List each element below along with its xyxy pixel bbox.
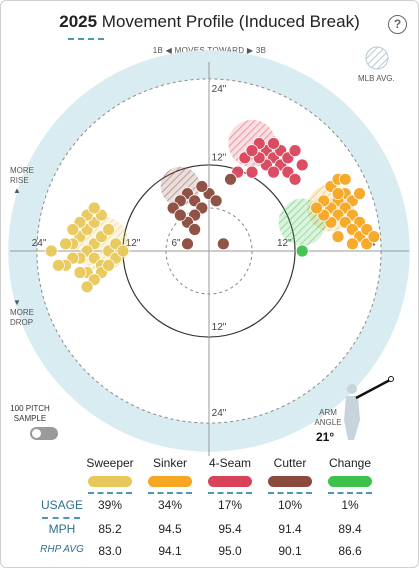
sample-label: 100 PITCH SAMPLE xyxy=(10,404,50,423)
pill-change xyxy=(328,476,372,487)
help-icon[interactable]: ? xyxy=(388,15,407,34)
tick-x-left-6: 6" xyxy=(171,238,181,249)
usage-sweeper: 39% xyxy=(97,498,123,512)
point-4-seam-7 xyxy=(267,165,280,179)
point-4-seam-9 xyxy=(245,165,259,179)
point-sweeper-24 xyxy=(102,258,116,272)
chart-title: 2025 Movement Profile (Induced Break) xyxy=(0,12,419,32)
point-sinker-13 xyxy=(331,230,345,244)
point-4-seam-8 xyxy=(288,144,302,158)
point-4-seam-15 xyxy=(245,144,259,158)
point-cutter-10 xyxy=(173,208,187,222)
pill-underline-change xyxy=(328,492,372,494)
more-rise-text: MORE RISE xyxy=(10,166,34,185)
tick-x-right-12: 12" xyxy=(277,238,292,249)
usage-underline xyxy=(42,517,80,519)
col-header-cutter: Cutter xyxy=(273,456,307,470)
point-sweeper-28 xyxy=(52,258,65,272)
point-change-0 xyxy=(295,244,309,258)
pill-underline-sinker xyxy=(148,492,192,494)
rhp-avg-sweeper: 83.0 xyxy=(98,544,122,558)
point-sweeper-15 xyxy=(87,201,101,215)
row-label-usage: USAGE xyxy=(40,498,83,512)
mph-sinker: 94.5 xyxy=(158,522,182,536)
more-drop-text: MORE DROP xyxy=(10,308,34,327)
tick-y-top-12: 12" xyxy=(212,153,227,164)
usage-4-seam: 17% xyxy=(217,498,243,512)
point-sinker-21 xyxy=(310,201,323,215)
rhp-avg-4-seam: 95.0 xyxy=(218,544,242,558)
sample-toggle-knob xyxy=(32,429,41,438)
arm-angle-label: ARM ANGLE xyxy=(314,408,342,427)
left-arrow-icon: ◀ xyxy=(165,46,173,55)
moves-right: 3B xyxy=(255,46,267,55)
moves-left: 1B xyxy=(152,46,164,55)
more-rise-label: MORE RISE ▲ xyxy=(10,166,40,196)
point-sinker-24 xyxy=(367,230,381,244)
point-sweeper-27 xyxy=(44,244,58,258)
point-cutter-8 xyxy=(224,172,237,186)
up-arrow-icon: ▲ xyxy=(13,186,21,195)
row-label-rhp-avg: RHP AVG xyxy=(40,544,84,555)
tick-x-left-24: 24" xyxy=(32,238,47,249)
point-cutter-12 xyxy=(209,194,223,208)
pill-underline-cutter xyxy=(268,492,312,494)
pill-underline-4-seam xyxy=(208,492,252,494)
rhp-avg-sinker: 94.1 xyxy=(158,544,182,558)
tick-y-bottom-24: 24" xyxy=(212,408,227,419)
mlb-avg-icon xyxy=(365,46,389,70)
point-sweeper-11 xyxy=(102,223,116,236)
usage-change: 1% xyxy=(341,498,359,512)
right-arrow-icon: ▶ xyxy=(246,46,254,55)
row-label-mph: MPH xyxy=(48,522,76,536)
point-sweeper-30 xyxy=(116,244,130,258)
title-year: 2025 xyxy=(59,12,98,31)
tick-y-top-24: 24" xyxy=(212,84,227,95)
usage-sinker: 34% xyxy=(157,498,183,512)
mph-change: 89.4 xyxy=(338,522,362,536)
col-header-sinker: Sinker xyxy=(152,456,187,470)
mlb-avg-label: MLB AVG. xyxy=(358,74,395,83)
pill-4-seam xyxy=(208,476,252,487)
point-cutter-11 xyxy=(188,223,202,236)
arm-angle-value: 21° xyxy=(316,430,335,444)
tick-y-bottom-12: 12" xyxy=(212,322,227,333)
tick-x-left-12: 12" xyxy=(126,238,141,249)
col-header-change: Change xyxy=(328,456,372,470)
usage-cutter: 10% xyxy=(277,498,303,512)
point-sinker-18 xyxy=(331,187,345,201)
col-header-4-seam: 4-Seam xyxy=(208,456,252,470)
point-cutter-9 xyxy=(195,180,209,193)
point-cutter-13 xyxy=(181,237,194,251)
point-cutter-14 xyxy=(216,237,230,251)
arm-angle-icon xyxy=(344,376,394,440)
pill-sinker xyxy=(148,476,192,487)
down-arrow-icon: ▼ xyxy=(13,298,21,307)
mph-cutter: 91.4 xyxy=(278,522,302,536)
point-4-seam-13 xyxy=(295,158,309,172)
col-header-sweeper: Sweeper xyxy=(86,456,134,470)
point-sweeper-26 xyxy=(59,237,72,251)
mph-sweeper: 85.2 xyxy=(98,522,122,536)
more-drop-label: ▼ MORE DROP xyxy=(10,298,40,328)
title-underline xyxy=(68,38,104,40)
point-sweeper-29 xyxy=(80,280,94,294)
point-4-seam-16 xyxy=(288,172,302,186)
mph-4-seam: 95.4 xyxy=(218,522,242,536)
point-sweeper-22 xyxy=(73,266,87,279)
rhp-avg-cutter: 90.1 xyxy=(278,544,302,558)
rhp-avg-change: 86.6 xyxy=(338,544,362,558)
sample-toggle[interactable] xyxy=(30,427,58,440)
point-sweeper-25 xyxy=(66,223,80,236)
pill-sweeper xyxy=(88,476,132,487)
point-sinker-15 xyxy=(345,237,359,251)
point-4-seam-17 xyxy=(267,137,280,150)
pill-underline-sweeper xyxy=(88,492,132,494)
title-text: Movement Profile (Induced Break) xyxy=(101,12,360,31)
point-sinker-22 xyxy=(338,172,352,186)
pill-cutter xyxy=(268,476,312,487)
point-sinker-23 xyxy=(353,187,366,201)
